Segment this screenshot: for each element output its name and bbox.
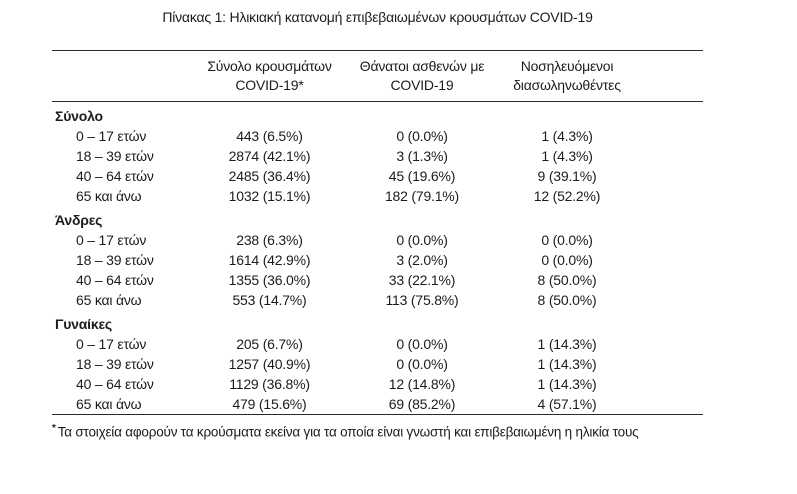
section-header-row-women: Γυναίκες [52,310,703,334]
table-footnote: * Τα στοιχεία αφορούν τα κρούσματα εκείνα… [52,420,752,442]
spacer-cell [647,250,703,270]
intubated-cell: 1 (14.3%) [537,376,597,392]
column-header-cases-line1: Σύνολο κρουσμάτων [207,58,332,74]
table-row: 40 – 64 ετών 1129 (36.8%) 12 (14.8%) 1 (… [52,374,703,394]
column-header-intubated: Νοσηλευόμενοι διασωληνωθέντες [487,51,647,102]
deaths-cell: 0 (0.0%) [396,128,448,144]
section-name-women: Γυναίκες [55,316,112,332]
age-label-cell: 65 και άνω [76,292,142,308]
spacer-cell [647,394,703,415]
intubated-cell: 0 (0.0%) [541,232,593,248]
age-label-cell: 0 – 17 ετών [76,232,147,248]
deaths-cell: 3 (1.3%) [396,148,448,164]
age-label-cell: 18 – 39 ετών [76,148,154,164]
empty-header-cell [52,51,182,102]
age-label-cell: 18 – 39 ετών [76,356,154,372]
table-row: 18 – 39 ετών 2874 (42.1%) 3 (1.3%) 1 (4.… [52,146,703,166]
age-label-cell: 40 – 64 ετών [76,168,154,184]
table-row: 40 – 64 ετών 2485 (36.4%) 45 (19.6%) 9 (… [52,166,703,186]
cases-cell: 2485 (36.4%) [228,168,311,184]
cases-cell: 205 (6.7%) [236,336,303,352]
column-header-cases: Σύνολο κρουσμάτων COVID-19* [182,51,357,102]
deaths-cell: 3 (2.0%) [396,252,448,268]
spacer-cell [647,186,703,206]
spacer-cell [647,126,703,146]
cases-cell: 1032 (15.1%) [228,188,311,204]
age-label-cell: 65 και άνω [76,188,142,204]
intubated-cell: 9 (39.1%) [537,168,597,184]
section-name-total: Σύνολο [55,108,103,124]
cases-cell: 553 (14.7%) [232,292,307,308]
table-row: 40 – 64 ετών 1355 (36.0%) 33 (22.1%) 8 (… [52,270,703,290]
column-header-deaths: Θάνατοι ασθενών με COVID-19 [357,51,487,102]
age-label-cell: 0 – 17 ετών [76,336,147,352]
section-header-row-men: Άνδρες [52,206,703,230]
deaths-cell: 0 (0.0%) [396,356,448,372]
spacer-cell [647,374,703,394]
intubated-cell: 8 (50.0%) [537,292,597,308]
footnote-asterisk: * [52,423,56,434]
section-header-row-total: Σύνολο [52,102,703,127]
report-page: Πίνακας 1: Ηλικιακή κατανομή επιβεβαιωμέ… [52,9,752,442]
cases-cell: 479 (15.6%) [232,396,307,412]
cases-cell: 238 (6.3%) [236,232,303,248]
cases-cell: 443 (6.5%) [236,128,303,144]
cases-cell: 1614 (42.9%) [228,252,311,268]
deaths-cell: 12 (14.8%) [388,376,456,392]
deaths-cell: 45 (19.6%) [388,168,456,184]
table-header: Σύνολο κρουσμάτων COVID-19* Θάνατοι ασθε… [52,51,703,102]
table-row: 0 – 17 ετών 443 (6.5%) 0 (0.0%) 1 (4.3%) [52,126,703,146]
intubated-cell: 1 (4.3%) [541,128,593,144]
column-header-intubated-line1: Νοσηλευόμενοι [520,58,614,74]
intubated-cell: 8 (50.0%) [537,272,597,288]
spacer-cell [647,354,703,374]
table-title: Πίνακας 1: Ηλικιακή κατανομή επιβεβαιωμέ… [162,9,593,25]
spacer-cell [647,230,703,250]
column-header-intubated-line2: διασωληνωθέντες [513,77,621,93]
age-label-cell: 40 – 64 ετών [76,376,154,392]
cases-cell: 1355 (36.0%) [228,272,311,288]
spacer-cell [647,166,703,186]
spacer-cell [647,334,703,354]
deaths-cell: 33 (22.1%) [388,272,456,288]
cases-cell: 1257 (40.9%) [228,356,311,372]
deaths-cell: 0 (0.0%) [396,336,448,352]
deaths-cell: 69 (85.2%) [388,396,456,412]
column-header-deaths-line1: Θάνατοι ασθενών με [359,58,485,74]
age-label-cell: 65 και άνω [76,396,142,412]
spacer-cell [647,270,703,290]
intubated-cell: 4 (57.1%) [537,396,597,412]
footnote-text: Τα στοιχεία αφορούν τα κρούσματα εκείνα … [57,424,639,440]
table-body: Σύνολο 0 – 17 ετών 443 (6.5%) 0 (0.0%) 1… [52,102,703,415]
intubated-cell: 1 (14.3%) [537,336,597,352]
table-row: 0 – 17 ετών 238 (6.3%) 0 (0.0%) 0 (0.0%) [52,230,703,250]
cases-cell: 1129 (36.8%) [229,376,310,392]
deaths-cell: 113 (75.8%) [385,292,459,308]
table-row: 0 – 17 ετών 205 (6.7%) 0 (0.0%) 1 (14.3%… [52,334,703,354]
table-row: 65 και άνω 553 (14.7%) 113 (75.8%) 8 (50… [52,290,703,310]
cases-cell: 2874 (42.1%) [228,148,311,164]
spacer-cell [647,146,703,166]
intubated-cell: 0 (0.0%) [541,252,593,268]
column-header-cases-line2: COVID-19* [235,77,304,93]
header-row: Σύνολο κρουσμάτων COVID-19* Θάνατοι ασθε… [52,51,703,102]
column-header-deaths-line2: COVID-19 [390,77,454,93]
table-row: 65 και άνω 1032 (15.1%) 182 (79.1%) 12 (… [52,186,703,206]
age-label-cell: 40 – 64 ετών [76,272,154,288]
covid-age-distribution-table: Σύνολο κρουσμάτων COVID-19* Θάνατοι ασθε… [52,50,703,415]
age-label-cell: 18 – 39 ετών [76,252,154,268]
intubated-cell: 12 (52.2%) [533,188,601,204]
spacer-header-cell [647,51,703,102]
deaths-cell: 182 (79.1%) [384,188,460,204]
table-row: 18 – 39 ετών 1257 (40.9%) 0 (0.0%) 1 (14… [52,354,703,374]
deaths-cell: 0 (0.0%) [396,232,448,248]
age-label-cell: 0 – 17 ετών [76,128,147,144]
table-row: 65 και άνω 479 (15.6%) 69 (85.2%) 4 (57.… [52,394,703,415]
table-row: 18 – 39 ετών 1614 (42.9%) 3 (2.0%) 0 (0.… [52,250,703,270]
intubated-cell: 1 (4.3%) [541,148,593,164]
section-name-men: Άνδρες [55,212,103,228]
spacer-cell [647,290,703,310]
intubated-cell: 1 (14.3%) [537,356,597,372]
